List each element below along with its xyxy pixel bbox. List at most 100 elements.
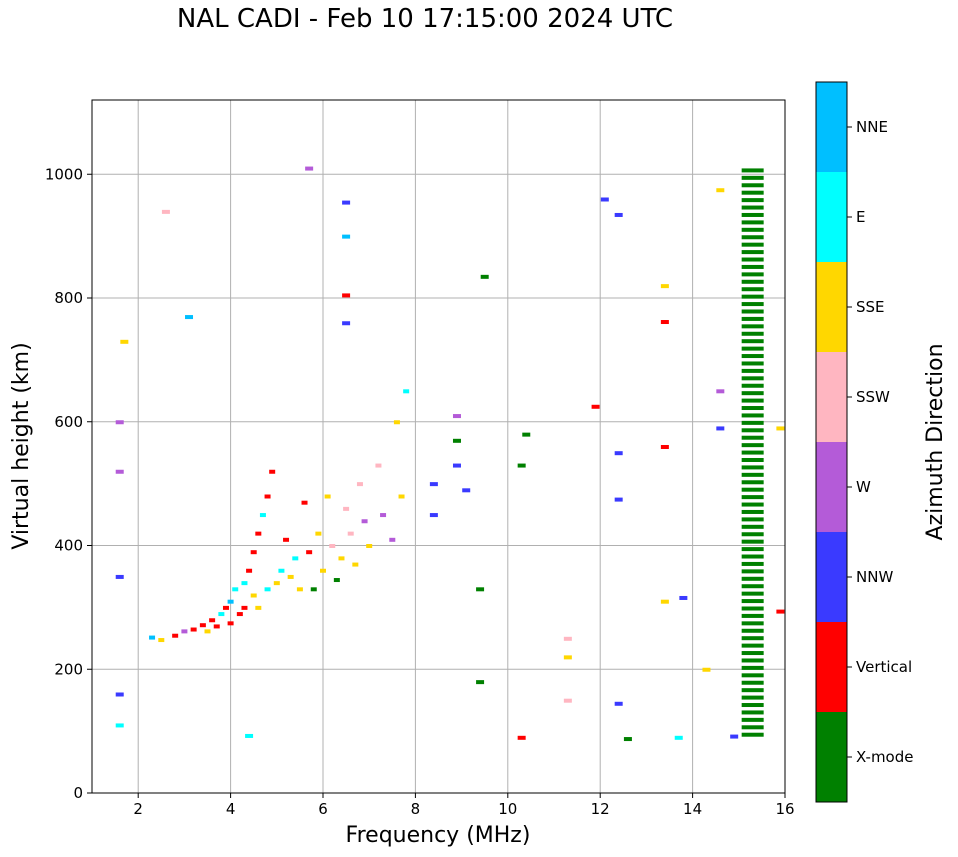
echo-point bbox=[342, 293, 351, 298]
echo-point bbox=[517, 735, 526, 740]
xmode-echo bbox=[741, 457, 764, 462]
xmode-echo bbox=[741, 576, 764, 581]
trace-point bbox=[181, 629, 188, 634]
echo-point bbox=[674, 735, 683, 740]
echo-point bbox=[452, 463, 461, 468]
trace-point bbox=[366, 544, 373, 548]
xmode-echo bbox=[741, 398, 764, 403]
echo-point bbox=[563, 636, 572, 641]
echo-point bbox=[600, 197, 609, 202]
echo-point bbox=[522, 432, 531, 437]
xmode-echo bbox=[741, 361, 764, 366]
echo-point bbox=[591, 404, 600, 409]
xmode-echo bbox=[741, 517, 764, 522]
echo-point bbox=[429, 513, 438, 518]
x-tick-label: 4 bbox=[226, 800, 236, 818]
xmode-echo bbox=[741, 391, 764, 396]
y-tick-label: 800 bbox=[54, 289, 83, 307]
echo-point bbox=[730, 734, 739, 739]
echo-point bbox=[614, 701, 623, 706]
xmode-echo bbox=[741, 205, 764, 210]
xmode-echo bbox=[741, 250, 764, 255]
echo-point bbox=[462, 488, 471, 493]
xmode-echo bbox=[741, 636, 764, 641]
xmode-echo bbox=[741, 443, 764, 448]
colorbar-label: E bbox=[856, 208, 865, 226]
xmode-echo bbox=[741, 279, 764, 284]
trace-point bbox=[259, 513, 266, 518]
xmode-echo bbox=[741, 168, 764, 173]
trace-point bbox=[250, 550, 257, 555]
echo-point bbox=[623, 737, 632, 742]
echo-point bbox=[342, 200, 351, 205]
xmode-echo bbox=[741, 212, 764, 217]
echo-point bbox=[342, 234, 351, 239]
xmode-echo bbox=[741, 465, 764, 470]
x-tick-label: 10 bbox=[498, 800, 517, 818]
echo-point bbox=[702, 667, 711, 672]
xmode-echo bbox=[741, 487, 764, 492]
x-tick-label: 16 bbox=[775, 800, 794, 818]
trace-point bbox=[236, 612, 243, 617]
xmode-echo bbox=[741, 309, 764, 314]
trace-point bbox=[380, 513, 387, 518]
echo-point bbox=[614, 451, 623, 456]
echo-point bbox=[305, 166, 314, 171]
xmode-echo bbox=[741, 331, 764, 336]
xmode-echo bbox=[741, 710, 764, 715]
y-tick-label: 1000 bbox=[45, 165, 83, 183]
echo-point bbox=[614, 212, 623, 217]
y-tick-label: 200 bbox=[54, 660, 83, 678]
xmode-echo bbox=[741, 725, 764, 730]
trace-point bbox=[227, 621, 234, 626]
trace-point bbox=[320, 568, 326, 573]
trace-point bbox=[213, 624, 220, 629]
xmode-echo bbox=[741, 220, 764, 225]
echo-point bbox=[660, 284, 669, 289]
colorbar-swatch bbox=[816, 712, 847, 802]
trace-point bbox=[389, 537, 396, 542]
xmode-echo bbox=[741, 420, 764, 425]
echo-point bbox=[660, 320, 669, 325]
xmode-echo bbox=[741, 584, 764, 589]
trace-point bbox=[218, 612, 225, 617]
trace-point bbox=[375, 463, 382, 468]
echo-point bbox=[716, 426, 725, 431]
trace-point bbox=[301, 500, 308, 505]
trace-point bbox=[329, 544, 336, 548]
colorbar-label: SSE bbox=[856, 298, 885, 316]
xmode-echo bbox=[741, 703, 764, 708]
trace-point bbox=[241, 581, 248, 586]
xmode-echo bbox=[741, 376, 764, 381]
xmode-echo bbox=[741, 175, 764, 180]
xmode-echo bbox=[741, 658, 764, 663]
echo-point bbox=[476, 680, 485, 685]
xmode-echo bbox=[741, 673, 764, 678]
echo-point bbox=[660, 599, 669, 604]
trace-point bbox=[403, 389, 410, 394]
xmode-echo bbox=[741, 383, 764, 388]
xmode-echo bbox=[741, 294, 764, 299]
x-tick-label: 8 bbox=[411, 800, 421, 818]
xmode-echo bbox=[741, 235, 764, 240]
echo-point bbox=[452, 438, 461, 443]
echo-point bbox=[480, 274, 489, 279]
colorbar-label: SSW bbox=[856, 388, 890, 406]
echo-point bbox=[120, 339, 129, 344]
xmode-echo bbox=[741, 651, 764, 656]
xmode-echo bbox=[741, 643, 764, 648]
colorbar-label: W bbox=[856, 478, 871, 496]
trace-point bbox=[324, 494, 331, 499]
xmode-echo bbox=[741, 599, 764, 604]
echo-point bbox=[517, 463, 526, 468]
xmode-echo bbox=[741, 190, 764, 195]
trace-point bbox=[158, 638, 165, 643]
echo-point bbox=[660, 445, 669, 449]
xmode-echo bbox=[741, 346, 764, 351]
trace-point bbox=[199, 623, 206, 628]
trace-point bbox=[283, 537, 290, 542]
x-tick-label: 2 bbox=[133, 800, 143, 818]
xmode-echo bbox=[741, 532, 764, 537]
trace-point bbox=[227, 599, 234, 604]
xmode-echo bbox=[741, 302, 764, 307]
